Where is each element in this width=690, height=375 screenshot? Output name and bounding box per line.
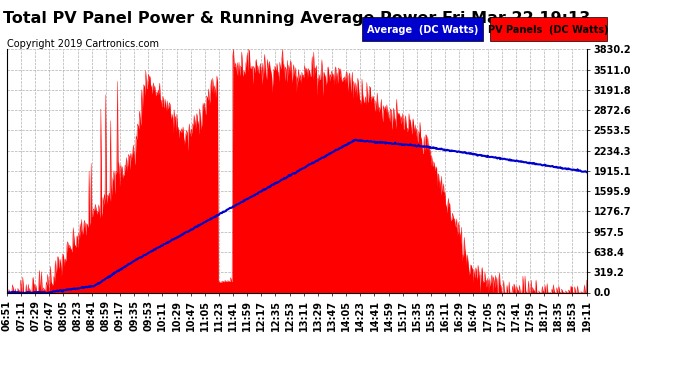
Text: Total PV Panel Power & Running Average Power Fri Mar 22 19:13: Total PV Panel Power & Running Average P…: [3, 11, 591, 26]
Text: Average  (DC Watts): Average (DC Watts): [367, 25, 479, 35]
Text: PV Panels  (DC Watts): PV Panels (DC Watts): [489, 25, 609, 35]
Text: Copyright 2019 Cartronics.com: Copyright 2019 Cartronics.com: [7, 39, 159, 50]
